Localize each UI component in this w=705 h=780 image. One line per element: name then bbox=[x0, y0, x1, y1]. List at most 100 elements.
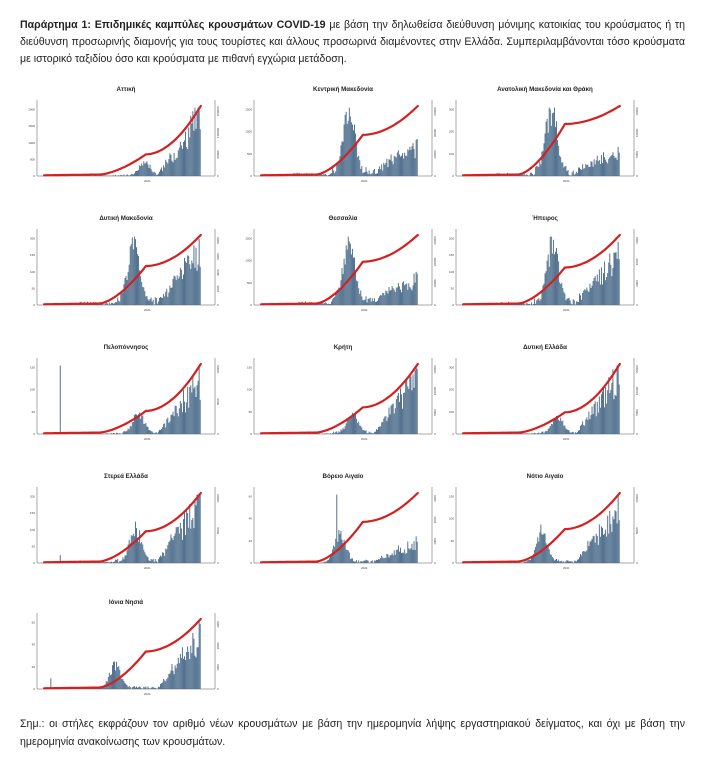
bar bbox=[190, 268, 192, 305]
bar bbox=[523, 303, 525, 305]
bar bbox=[567, 170, 569, 176]
bar bbox=[322, 303, 324, 305]
chart-2: Κεντρική Μακεδονία 0 500 1000 1500 0 20000 4000… bbox=[245, 86, 437, 183]
bar bbox=[137, 170, 138, 176]
bar bbox=[186, 651, 188, 689]
bar bbox=[389, 555, 391, 563]
left-tick-label: 100 bbox=[449, 410, 454, 414]
bar bbox=[411, 290, 413, 305]
bar bbox=[575, 432, 577, 434]
left-tick-label: 0 bbox=[452, 174, 454, 178]
bar bbox=[141, 163, 143, 176]
bar bbox=[560, 156, 562, 176]
bar bbox=[360, 290, 362, 305]
bar bbox=[566, 298, 568, 305]
bar bbox=[562, 420, 564, 434]
bar bbox=[188, 527, 190, 563]
bar bbox=[175, 527, 177, 563]
bar bbox=[400, 156, 401, 176]
left-tick-label: 0 bbox=[33, 432, 35, 436]
bar bbox=[164, 167, 166, 176]
bar bbox=[337, 289, 339, 305]
bar bbox=[537, 537, 539, 563]
bar bbox=[333, 431, 335, 434]
bar bbox=[392, 403, 394, 434]
left-tick-label: 1000 bbox=[245, 130, 252, 134]
chart-3: Ανατολική Μακεδονία και Θράκη 0 100 200 300 0… bbox=[449, 86, 639, 183]
bar bbox=[603, 273, 604, 305]
bar bbox=[337, 432, 339, 434]
bar bbox=[356, 280, 358, 305]
bar bbox=[615, 252, 617, 305]
bar bbox=[364, 171, 366, 176]
bar bbox=[133, 173, 135, 176]
bar bbox=[199, 494, 201, 563]
chart-title: Ήπειρος bbox=[532, 215, 558, 222]
bar bbox=[602, 527, 603, 563]
bar bbox=[380, 426, 382, 434]
bar bbox=[588, 411, 590, 434]
bar bbox=[359, 293, 361, 305]
bar bbox=[559, 282, 561, 305]
bar bbox=[560, 417, 562, 434]
bar bbox=[584, 425, 586, 434]
bar bbox=[328, 174, 330, 176]
bar bbox=[547, 132, 549, 176]
bar bbox=[401, 155, 402, 176]
bar bbox=[334, 547, 336, 563]
bar bbox=[140, 543, 142, 563]
cumulative-line bbox=[42, 233, 202, 306]
left-tick-label: 50 bbox=[32, 286, 36, 290]
bar bbox=[132, 686, 134, 689]
bar bbox=[580, 168, 582, 176]
bar bbox=[568, 297, 570, 305]
bar bbox=[528, 175, 530, 176]
bar bbox=[172, 670, 174, 689]
bar bbox=[176, 526, 178, 563]
bar bbox=[394, 554, 396, 563]
bar bbox=[327, 174, 329, 176]
bar bbox=[152, 687, 154, 689]
bar bbox=[562, 162, 564, 176]
bar bbox=[115, 559, 117, 563]
bar bbox=[125, 431, 127, 434]
bar bbox=[179, 141, 181, 176]
bar bbox=[582, 292, 584, 305]
bar bbox=[189, 659, 191, 689]
bar bbox=[139, 686, 141, 689]
bar bbox=[381, 164, 383, 176]
bar bbox=[319, 303, 321, 305]
bar bbox=[110, 674, 112, 689]
bar bbox=[552, 420, 554, 434]
bar bbox=[582, 421, 584, 434]
bar bbox=[193, 245, 195, 305]
bar bbox=[181, 278, 183, 305]
bar bbox=[526, 174, 528, 176]
bar bbox=[171, 414, 173, 434]
bar bbox=[156, 303, 158, 305]
x-year-label: 2021 bbox=[563, 437, 570, 441]
bar bbox=[192, 376, 194, 434]
chart-10: Στερεά Ελλάδα 0 50 100 150 200 0 5000 10000 2021 bbox=[30, 473, 220, 570]
left-tick-label: 50 bbox=[451, 539, 455, 543]
bar bbox=[600, 154, 602, 176]
left-tick-label: 300 bbox=[449, 107, 454, 111]
bar bbox=[129, 246, 131, 305]
bar bbox=[595, 416, 597, 434]
right-tick-label: 2000 bbox=[433, 516, 437, 523]
bar bbox=[597, 281, 599, 305]
bar bbox=[198, 107, 200, 176]
bar bbox=[337, 163, 339, 176]
bar bbox=[321, 174, 323, 176]
bar bbox=[553, 420, 555, 434]
bar bbox=[154, 172, 156, 176]
bar bbox=[185, 412, 187, 434]
bar bbox=[340, 429, 342, 434]
bar bbox=[133, 236, 135, 305]
bar bbox=[541, 431, 543, 434]
bar bbox=[403, 281, 405, 305]
bars bbox=[44, 365, 201, 434]
bar bbox=[404, 152, 406, 176]
bar bbox=[194, 107, 196, 176]
bar bbox=[322, 562, 324, 563]
